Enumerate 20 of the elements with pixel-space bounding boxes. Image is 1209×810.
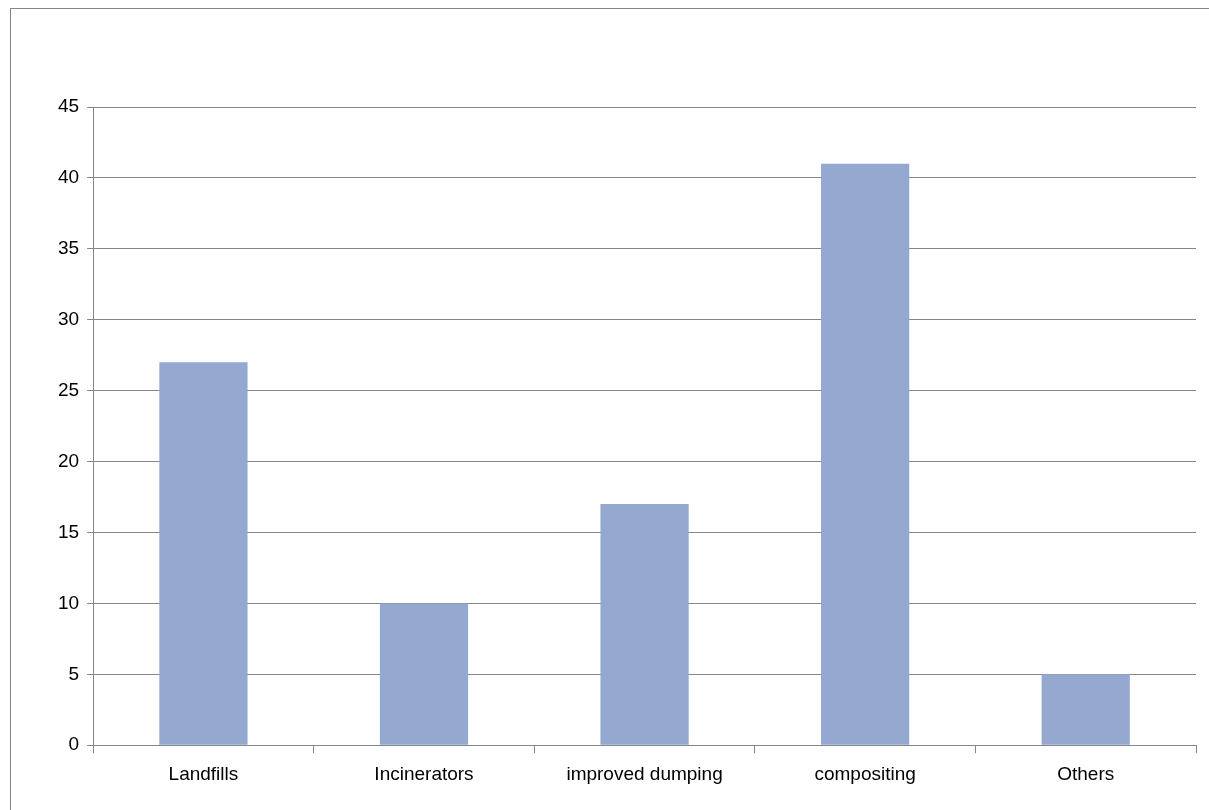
y-tick-label: 5 (68, 662, 80, 684)
y-tick-label: 15 (57, 520, 80, 542)
x-tick-label: compositing (814, 762, 916, 784)
bar (821, 163, 910, 745)
y-tick-label: 20 (57, 449, 80, 471)
y-tick-label: 10 (57, 591, 80, 613)
bar (159, 362, 248, 745)
y-tick-label: 35 (57, 237, 80, 259)
y-tick-label: 30 (57, 307, 80, 329)
y-tick-label: 0 (68, 733, 80, 755)
x-tick-label: Incinerators (374, 762, 474, 784)
x-tick-label: improved dumping (566, 762, 723, 784)
bar (379, 603, 469, 745)
y-tick-label: 25 (57, 378, 80, 400)
x-tick-label: Others (1057, 762, 1115, 784)
bar (600, 504, 689, 745)
y-tick-label: 40 (57, 166, 80, 188)
y-tick-label: 45 (57, 95, 80, 117)
x-tick-label: Landfills (168, 762, 239, 784)
bar (1041, 674, 1130, 745)
